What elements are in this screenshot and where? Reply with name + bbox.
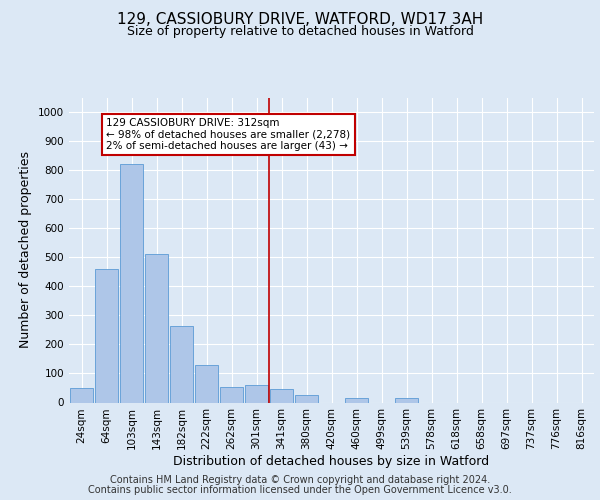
Bar <box>170 326 193 402</box>
Bar <box>119 164 143 402</box>
Bar <box>220 386 244 402</box>
Bar <box>95 269 118 402</box>
Bar <box>145 254 169 402</box>
Bar <box>295 395 319 402</box>
Bar <box>245 385 268 402</box>
Bar <box>194 364 218 403</box>
Bar <box>344 398 368 402</box>
Text: 129, CASSIOBURY DRIVE, WATFORD, WD17 3AH: 129, CASSIOBURY DRIVE, WATFORD, WD17 3AH <box>117 12 483 28</box>
Bar <box>269 390 293 402</box>
Y-axis label: Number of detached properties: Number of detached properties <box>19 152 32 348</box>
Text: Size of property relative to detached houses in Watford: Size of property relative to detached ho… <box>127 25 473 38</box>
Bar <box>70 388 94 402</box>
Bar <box>395 398 418 402</box>
X-axis label: Distribution of detached houses by size in Watford: Distribution of detached houses by size … <box>173 455 490 468</box>
Text: Contains HM Land Registry data © Crown copyright and database right 2024.: Contains HM Land Registry data © Crown c… <box>110 475 490 485</box>
Text: 129 CASSIOBURY DRIVE: 312sqm
← 98% of detached houses are smaller (2,278)
2% of : 129 CASSIOBURY DRIVE: 312sqm ← 98% of de… <box>107 118 350 151</box>
Text: Contains public sector information licensed under the Open Government Licence v3: Contains public sector information licen… <box>88 485 512 495</box>
